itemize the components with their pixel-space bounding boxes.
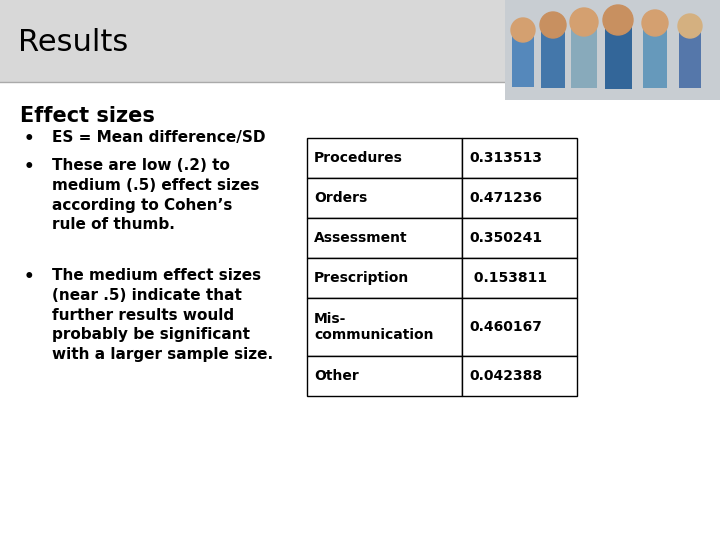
Bar [643,24,667,88]
Bar [307,356,462,396]
Text: Assessment: Assessment [314,231,408,245]
Bar [512,32,534,87]
Text: Prescription: Prescription [314,271,409,285]
Bar [462,178,577,218]
Text: •: • [24,158,35,176]
Bar [505,0,720,100]
Bar [462,258,577,298]
Bar [0,82,720,540]
Text: ES = Mean difference/SD: ES = Mean difference/SD [52,130,266,145]
Bar [462,298,577,356]
Text: 0.153811: 0.153811 [469,271,547,285]
Text: Orders: Orders [314,191,367,205]
Text: •: • [24,130,35,148]
Text: 0.042388: 0.042388 [469,369,542,383]
Text: 0.350241: 0.350241 [469,231,542,245]
Circle shape [678,14,702,38]
Text: 0.460167: 0.460167 [469,320,542,334]
Bar [572,22,597,88]
Bar [679,28,701,88]
Bar [0,0,720,82]
Bar [307,298,462,356]
Text: 0.471236: 0.471236 [469,191,542,205]
Bar [462,218,577,258]
Bar [605,19,631,89]
Text: Other: Other [314,369,359,383]
Text: Procedures: Procedures [314,151,403,165]
Circle shape [540,12,566,38]
Bar [462,138,577,178]
Bar [307,178,462,218]
Text: The medium effect sizes
(near .5) indicate that
further results would
probably b: The medium effect sizes (near .5) indica… [52,268,273,362]
Text: 0.313513: 0.313513 [469,151,542,165]
Bar [307,138,462,178]
Text: Effect sizes: Effect sizes [20,106,155,126]
Circle shape [642,10,668,36]
Text: Mis-
communication: Mis- communication [314,312,433,342]
Circle shape [511,18,535,42]
Bar [462,356,577,396]
Bar [307,218,462,258]
Text: These are low (.2) to
medium (.5) effect sizes
according to Cohen’s
rule of thum: These are low (.2) to medium (.5) effect… [52,158,259,232]
Text: Results: Results [18,28,128,57]
Bar [307,258,462,298]
Circle shape [570,8,598,36]
Circle shape [603,5,633,35]
Text: •: • [24,268,35,286]
Bar [541,26,564,88]
